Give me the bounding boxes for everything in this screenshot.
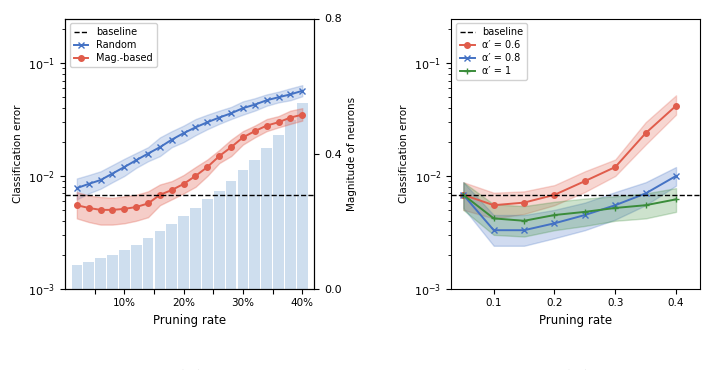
Bar (95, 258, 106, 289)
Random (120, 165, 129, 169)
α′ = 1 (671, 197, 680, 202)
Mag.-based (286, 115, 295, 120)
Random (132, 158, 141, 162)
Line: α′ = 0.6: α′ = 0.6 (461, 103, 679, 208)
Bar (226, 181, 236, 289)
α′ = 1 (611, 206, 619, 210)
Random (227, 111, 235, 115)
Y-axis label: Classification error: Classification error (399, 104, 409, 203)
Bar (214, 191, 225, 289)
Random (155, 145, 164, 149)
Bar (178, 216, 189, 289)
Mag.-based (191, 174, 200, 178)
Random (144, 151, 152, 156)
Random (274, 95, 283, 100)
α′ = 0.8 (611, 203, 619, 208)
Mag.-based (72, 203, 81, 208)
Random (251, 102, 259, 107)
α′ = 0.6 (671, 104, 680, 108)
α′ = 0.6 (550, 193, 559, 197)
α′ = 0.6 (459, 193, 468, 197)
Random (215, 115, 224, 120)
α′ = 0.8 (490, 228, 498, 232)
α′ = 0.6 (580, 179, 589, 184)
Mag.-based (168, 188, 176, 192)
Mag.-based (144, 201, 152, 206)
Random (262, 98, 271, 102)
Mag.-based (96, 208, 105, 212)
Random (168, 137, 176, 142)
Bar (285, 120, 296, 289)
α′ = 0.8 (459, 193, 468, 197)
Line: α′ = 0.8: α′ = 0.8 (461, 173, 679, 233)
Y-axis label: Classification error: Classification error (13, 104, 22, 203)
α′ = 0.8 (641, 191, 650, 196)
Bar (155, 231, 165, 289)
Bar (190, 208, 201, 289)
Y-axis label: Magnitude of neurons: Magnitude of neurons (347, 97, 357, 211)
Bar (250, 160, 260, 289)
Random (298, 88, 307, 93)
Random (84, 182, 93, 186)
Bar (273, 135, 284, 289)
α′ = 0.8 (671, 174, 680, 178)
baseline (61, 193, 69, 197)
α′ = 1 (459, 193, 468, 197)
Bar (202, 199, 213, 289)
X-axis label: Pruning rate: Pruning rate (153, 314, 226, 327)
Mag.-based (108, 208, 117, 212)
Mag.-based (274, 120, 283, 124)
α′ = 0.6 (490, 203, 498, 208)
Random (108, 171, 117, 176)
Random (72, 186, 81, 190)
Mag.-based (298, 112, 307, 117)
α′ = 0.6 (641, 131, 650, 135)
Bar (143, 238, 153, 289)
Bar (131, 245, 142, 289)
Bar (83, 262, 94, 289)
Bar (261, 148, 272, 289)
Bar (167, 225, 177, 289)
Line: Random: Random (74, 88, 305, 191)
Mag.-based (84, 206, 93, 210)
Legend: baseline, Random, Mag.-based: baseline, Random, Mag.-based (70, 23, 157, 67)
Random (286, 92, 295, 97)
Legend: baseline, α′ = 0.6, α′ = 0.8, α′ = 1: baseline, α′ = 0.6, α′ = 0.8, α′ = 1 (456, 23, 527, 80)
α′ = 0.8 (550, 221, 559, 225)
Mag.-based (215, 154, 224, 158)
Line: Mag.-based: Mag.-based (74, 112, 305, 213)
Random (203, 120, 212, 124)
Mag.-based (155, 193, 164, 197)
Mag.-based (251, 129, 259, 133)
α′ = 0.6 (520, 201, 529, 205)
Bar (107, 255, 118, 289)
Random (191, 125, 200, 130)
α′ = 0.8 (520, 228, 529, 232)
Mag.-based (227, 145, 235, 149)
Random (179, 131, 188, 135)
α′ = 1 (641, 203, 650, 208)
α′ = 1 (550, 213, 559, 217)
Mag.-based (120, 207, 129, 211)
Mag.-based (262, 123, 271, 128)
α′ = 1 (490, 216, 498, 221)
Mag.-based (132, 205, 141, 209)
α′ = 0.8 (580, 213, 589, 217)
Bar (71, 265, 82, 289)
Bar (119, 250, 130, 289)
Mag.-based (179, 182, 188, 186)
Random (238, 106, 247, 110)
α′ = 0.6 (611, 165, 619, 169)
Mag.-based (203, 165, 212, 169)
α′ = 1 (520, 219, 529, 223)
α′ = 1 (580, 210, 589, 214)
Random (96, 178, 105, 182)
Bar (238, 171, 248, 289)
X-axis label: Pruning rate: Pruning rate (539, 314, 612, 327)
Mag.-based (238, 135, 247, 139)
Bar (297, 103, 308, 289)
Line: α′ = 1: α′ = 1 (460, 191, 679, 224)
baseline (66, 193, 75, 197)
